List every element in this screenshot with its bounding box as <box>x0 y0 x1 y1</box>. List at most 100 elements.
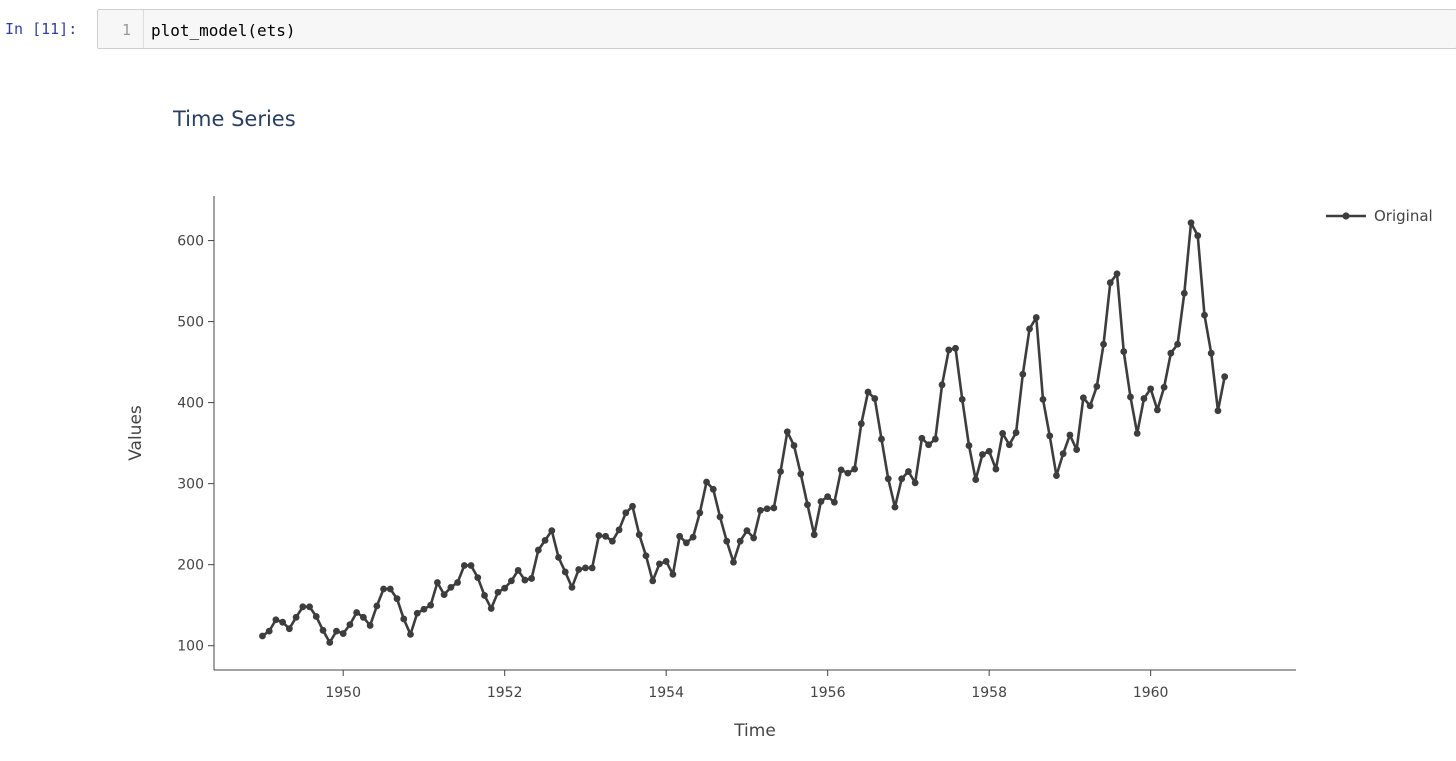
data-point[interactable] <box>925 441 932 449</box>
data-point[interactable] <box>736 537 744 545</box>
code-line[interactable]: plot_model(ets) <box>151 21 296 40</box>
data-point[interactable] <box>1153 406 1161 414</box>
data-point[interactable] <box>568 583 576 591</box>
data-point[interactable] <box>279 618 287 626</box>
data-point[interactable] <box>481 592 488 599</box>
data-point[interactable] <box>1214 407 1222 415</box>
data-point[interactable] <box>1160 383 1168 391</box>
data-point[interactable] <box>514 566 522 574</box>
data-point[interactable] <box>1019 370 1027 378</box>
data-point[interactable] <box>312 613 320 620</box>
data-point[interactable] <box>905 468 912 475</box>
data-point[interactable] <box>851 465 858 473</box>
data-point[interactable] <box>608 537 616 545</box>
data-point[interactable] <box>723 537 731 545</box>
data-point[interactable] <box>817 498 825 505</box>
data-point[interactable] <box>689 533 697 541</box>
data-point[interactable] <box>1100 340 1107 348</box>
data-point[interactable] <box>541 536 549 544</box>
data-point[interactable] <box>1194 232 1202 240</box>
data-point[interactable] <box>1053 472 1060 479</box>
data-point[interactable] <box>743 527 751 535</box>
data-point[interactable] <box>824 493 832 501</box>
data-point[interactable] <box>319 626 327 634</box>
data-point[interactable] <box>810 531 818 539</box>
data-point[interactable] <box>1032 314 1040 321</box>
data-point[interactable] <box>1026 325 1033 333</box>
data-point[interactable] <box>999 430 1007 437</box>
data-point[interactable] <box>501 584 509 592</box>
data-point[interactable] <box>1093 383 1101 390</box>
data-point[interactable] <box>797 470 805 478</box>
data-point[interactable] <box>528 575 535 582</box>
data-point[interactable] <box>622 509 630 517</box>
data-point[interactable] <box>656 560 663 568</box>
data-point[interactable] <box>1133 430 1141 437</box>
data-point[interactable] <box>420 605 428 613</box>
data-point[interactable] <box>649 577 657 585</box>
data-point[interactable] <box>1073 446 1081 454</box>
data-point[interactable] <box>454 579 461 586</box>
data-point[interactable] <box>669 570 677 578</box>
data-point[interactable] <box>730 558 737 566</box>
data-point[interactable] <box>548 527 556 535</box>
data-point[interactable] <box>979 451 986 458</box>
data-point[interactable] <box>380 585 387 593</box>
data-point[interactable] <box>413 609 421 617</box>
data-point[interactable] <box>326 639 334 646</box>
data-point[interactable] <box>1086 402 1094 410</box>
data-point[interactable] <box>359 613 367 621</box>
data-point[interactable] <box>582 564 589 572</box>
data-point[interactable] <box>407 630 414 638</box>
data-point[interactable] <box>844 469 852 477</box>
data-point[interactable] <box>703 478 710 486</box>
data-point[interactable] <box>1120 348 1128 355</box>
data-point[interactable] <box>945 346 953 354</box>
data-point[interactable] <box>938 381 946 389</box>
data-point[interactable] <box>487 605 495 612</box>
data-point[interactable] <box>386 585 394 593</box>
data-point[interactable] <box>561 568 569 576</box>
data-point[interactable] <box>1207 349 1215 357</box>
data-point[interactable] <box>306 603 313 611</box>
data-point[interactable] <box>891 503 899 511</box>
data-point[interactable] <box>750 534 758 542</box>
data-point[interactable] <box>1066 431 1074 439</box>
data-point[interactable] <box>434 579 441 586</box>
data-point[interactable] <box>508 577 515 585</box>
data-point[interactable] <box>615 526 623 534</box>
data-point[interactable] <box>790 442 798 449</box>
data-point[interactable] <box>460 562 468 569</box>
data-point[interactable] <box>777 468 784 475</box>
data-point[interactable] <box>467 562 475 569</box>
data-point[interactable] <box>393 595 401 603</box>
data-point[interactable] <box>756 506 764 514</box>
data-point[interactable] <box>642 552 650 560</box>
data-point[interactable] <box>534 546 542 554</box>
data-point[interactable] <box>1147 385 1155 393</box>
data-point[interactable] <box>763 505 771 513</box>
data-point[interactable] <box>958 395 966 403</box>
data-point[interactable] <box>629 502 636 510</box>
data-point[interactable] <box>1012 429 1020 436</box>
data-point[interactable] <box>985 447 993 455</box>
data-point[interactable] <box>427 601 435 609</box>
data-point[interactable] <box>1005 441 1013 449</box>
data-point[interactable] <box>474 574 482 582</box>
data-point[interactable] <box>1113 270 1121 278</box>
data-point[interactable] <box>635 531 643 539</box>
data-point[interactable] <box>911 479 919 487</box>
data-point[interactable] <box>898 475 906 483</box>
data-point[interactable] <box>918 434 926 442</box>
data-point[interactable] <box>878 435 885 443</box>
data-point[interactable] <box>259 632 266 640</box>
data-point[interactable] <box>992 465 1000 473</box>
data-point[interactable] <box>292 613 300 621</box>
data-point[interactable] <box>831 498 838 506</box>
data-point[interactable] <box>339 630 347 637</box>
data-point[interactable] <box>265 627 273 635</box>
data-point[interactable] <box>595 532 603 539</box>
data-point[interactable] <box>1039 395 1047 403</box>
data-point[interactable] <box>716 513 724 521</box>
data-point[interactable] <box>447 583 455 591</box>
